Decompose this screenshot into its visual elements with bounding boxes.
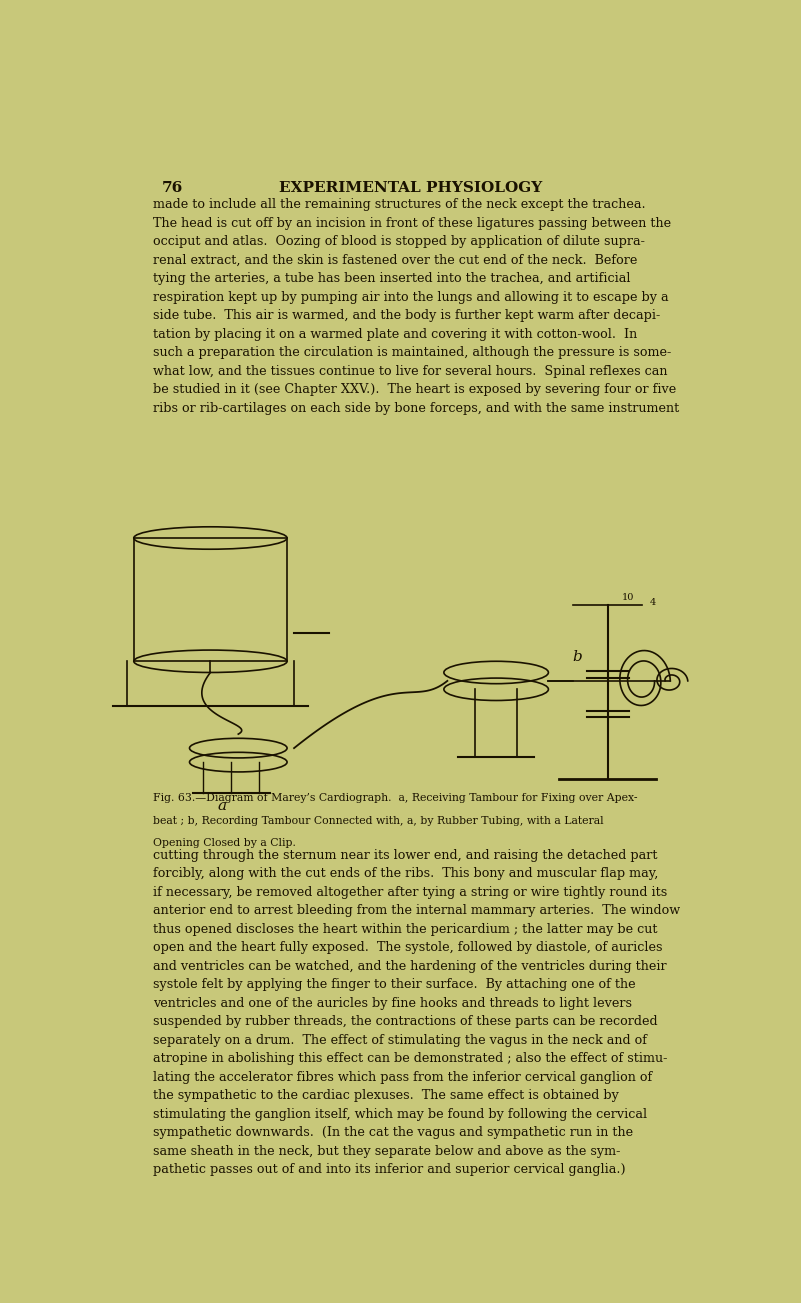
- Text: a: a: [217, 799, 227, 813]
- Text: made to include all the remaining structures of the neck except the trachea.
The: made to include all the remaining struct…: [153, 198, 679, 414]
- Text: cutting through the sternum near its lower end, and raising the detached part
fo: cutting through the sternum near its low…: [153, 848, 680, 1177]
- Text: Opening Closed by a Clip.: Opening Closed by a Clip.: [153, 838, 296, 848]
- Text: 76: 76: [162, 181, 183, 195]
- Text: 4: 4: [650, 598, 656, 607]
- Text: Fig. 63.—Diagram of Marey’s Cardiograph.  a, Receiving Tambour for Fixing over A: Fig. 63.—Diagram of Marey’s Cardiograph.…: [153, 794, 638, 804]
- Text: 10: 10: [622, 593, 634, 602]
- Text: beat ; b, Recording Tambour Connected with, a, by Rubber Tubing, with a Lateral: beat ; b, Recording Tambour Connected wi…: [153, 816, 603, 826]
- Bar: [190, 748, 287, 762]
- Bar: [444, 672, 549, 689]
- Bar: [134, 538, 287, 662]
- Text: b: b: [573, 650, 582, 665]
- Text: EXPERIMENTAL PHYSIOLOGY: EXPERIMENTAL PHYSIOLOGY: [279, 181, 542, 195]
